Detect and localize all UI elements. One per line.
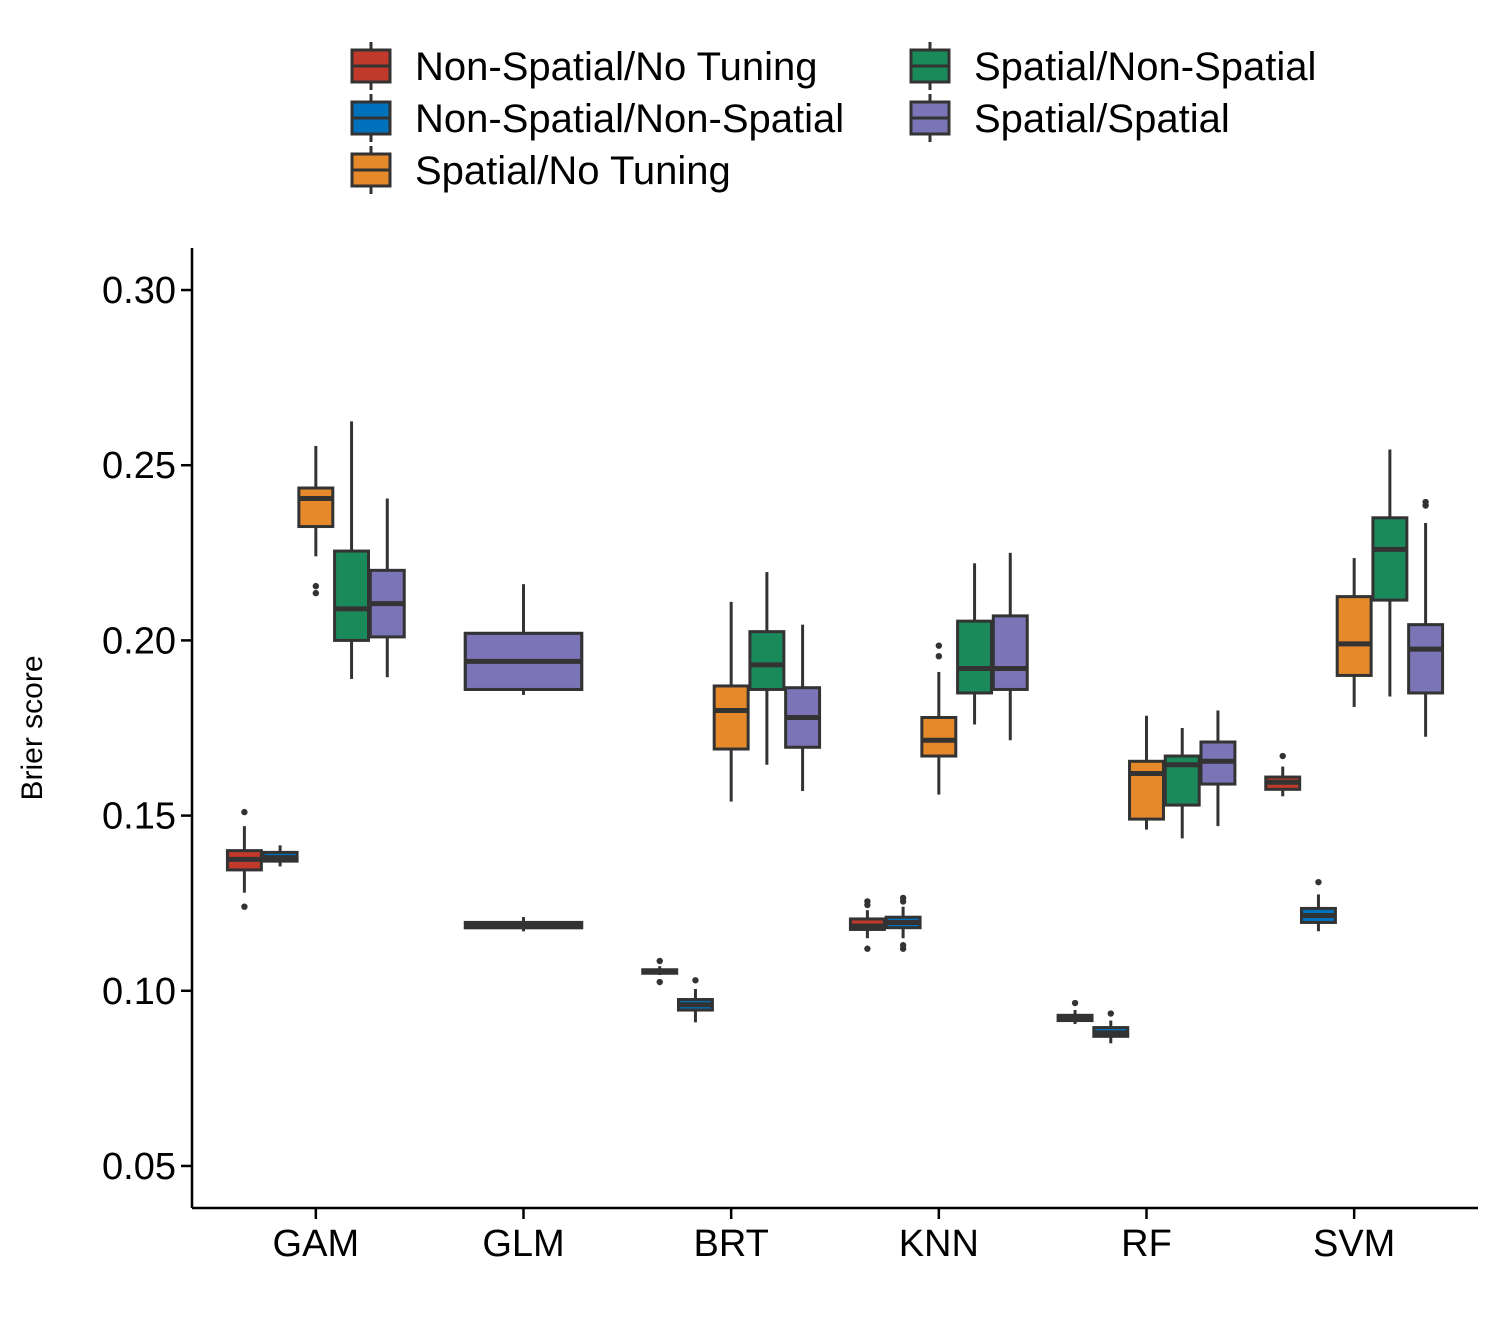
box-brt-0 — [641, 957, 679, 986]
legend-item: Non-Spatial/No Tuning — [350, 42, 817, 90]
box-knn-0 — [848, 898, 886, 952]
box-brt-2 — [712, 601, 750, 802]
outlier-point — [1071, 999, 1079, 1007]
box-gam-3 — [333, 421, 371, 679]
box-gam-2 — [297, 445, 335, 597]
y-tick-label: 0.20 — [102, 620, 176, 662]
x-tick-label: BRT — [694, 1223, 769, 1265]
y-axis-title: Brier score — [16, 655, 49, 800]
box-rf-2 — [1128, 715, 1165, 830]
y-tick-label: 0.15 — [102, 796, 176, 838]
box-glm-4 — [463, 584, 584, 695]
box-brt-1 — [676, 977, 714, 1023]
box-knn-4 — [991, 552, 1029, 741]
outlier-point — [656, 978, 663, 986]
box-brt-4 — [784, 624, 822, 792]
x-tick-label: KNN — [899, 1223, 979, 1265]
legend-label: Spatial/Spatial — [974, 97, 1230, 141]
box-iqr — [956, 619, 994, 695]
outlier-point — [312, 589, 320, 597]
plot-boxes — [225, 421, 1445, 1044]
axes — [190, 248, 1478, 1210]
x-tick-label: RF — [1121, 1223, 1172, 1265]
y-tick-label: 0.30 — [102, 270, 176, 312]
y-ticks: 0.05 0.10 0.15 0.20 0.25 0.30 — [102, 270, 192, 1188]
box-svm-2 — [1335, 558, 1373, 707]
x-tick-label: GAM — [273, 1223, 360, 1265]
outlier-point — [1422, 498, 1429, 506]
legend-label: Non-Spatial/Non-Spatial — [415, 97, 844, 141]
box-gam-0 — [225, 808, 263, 910]
outlier-point — [1279, 752, 1286, 760]
legend-label: Non-Spatial/No Tuning — [415, 45, 817, 89]
box-rf-3 — [1163, 728, 1201, 839]
outlier-point — [899, 894, 907, 902]
outlier-point — [935, 652, 943, 660]
outlier-point — [656, 957, 663, 965]
box-iqr — [1335, 595, 1373, 677]
box-brt-3 — [748, 572, 786, 765]
legend-label: Spatial/No Tuning — [415, 149, 731, 193]
outlier-point — [935, 642, 943, 649]
box-knn-2 — [920, 642, 958, 795]
outlier-point — [692, 977, 699, 984]
x-tick-label: GLM — [482, 1223, 564, 1265]
box-rf-4 — [1199, 710, 1237, 827]
box-iqr — [333, 549, 371, 642]
box-knn-3 — [956, 563, 994, 725]
box-iqr — [1407, 623, 1445, 695]
box-iqr — [920, 715, 958, 758]
legend-item: Spatial/No Tuning — [350, 146, 731, 194]
outlier-point — [1107, 1010, 1114, 1017]
box-rf-0 — [1056, 999, 1094, 1025]
box-iqr — [297, 486, 335, 529]
box-iqr — [712, 684, 750, 751]
box-svm-4 — [1407, 498, 1445, 737]
box-svm-0 — [1264, 752, 1302, 797]
box-iqr — [1128, 759, 1165, 821]
legend-item: Non-Spatial/Non-Spatial — [350, 94, 844, 142]
y-tick-label: 0.05 — [102, 1146, 176, 1188]
box-svm-3 — [1371, 449, 1409, 697]
outlier-point — [1315, 878, 1322, 886]
box-gam-1 — [261, 845, 299, 867]
outlier-point — [899, 942, 907, 949]
outlier-point — [864, 945, 871, 952]
box-iqr — [991, 614, 1029, 691]
box-rf-1 — [1092, 1010, 1130, 1044]
outlier-point — [312, 582, 320, 590]
box-iqr — [1371, 516, 1409, 602]
outlier-point — [241, 903, 248, 910]
outlier-point — [864, 898, 871, 905]
outlier-point — [241, 808, 248, 816]
box-svm-1 — [1299, 878, 1337, 932]
box-gam-4 — [368, 498, 406, 678]
legend-item: Spatial/Spatial — [909, 94, 1230, 142]
box-knn-1 — [884, 894, 922, 952]
legend-label: Spatial/Non-Spatial — [974, 45, 1316, 89]
x-tick-label: SVM — [1313, 1223, 1395, 1265]
box-glm-1 — [463, 917, 584, 932]
legend-item: Spatial/Non-Spatial — [909, 42, 1316, 90]
x-ticks: GAM GLM BRT KNN RF SVM — [273, 1208, 1395, 1265]
legend: Non-Spatial/No Tuning Non-Spatial/Non-Spa… — [350, 42, 1316, 194]
y-tick-label: 0.25 — [102, 445, 176, 487]
y-tick-label: 0.10 — [102, 971, 176, 1013]
box-iqr — [748, 630, 786, 691]
